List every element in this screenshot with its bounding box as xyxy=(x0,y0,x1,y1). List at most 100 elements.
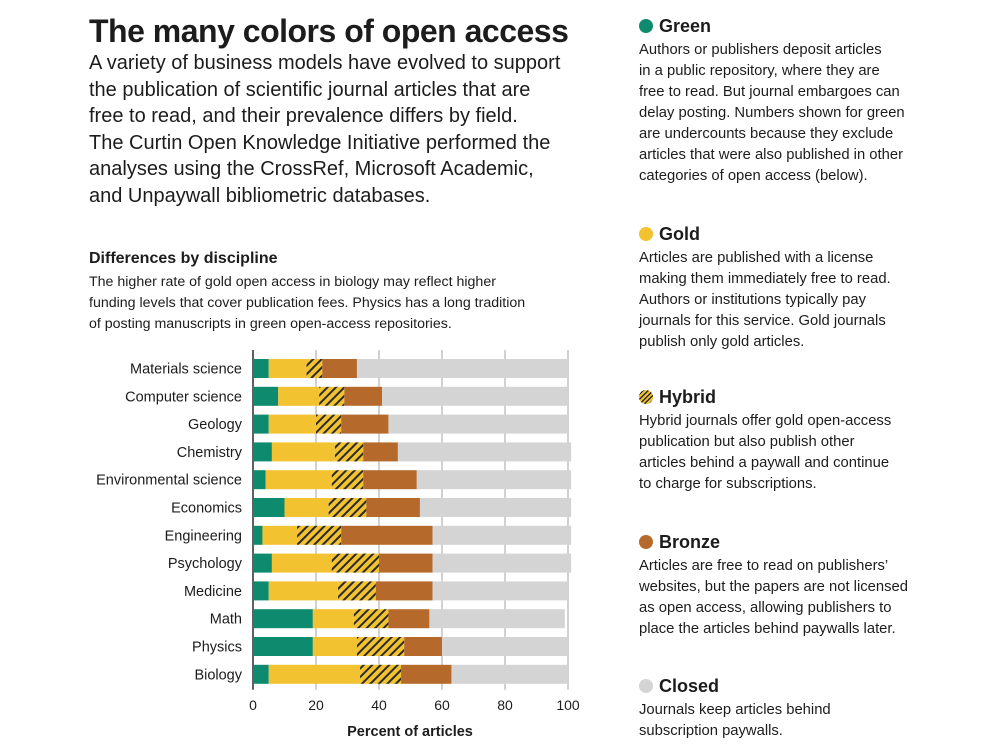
legend-line: websites, but the papers are not license… xyxy=(639,579,908,595)
gridlines xyxy=(252,350,569,690)
bar-bronze xyxy=(404,637,442,656)
legend-name: Green xyxy=(659,15,712,36)
bar-gold xyxy=(268,414,316,434)
x-tick-label: 80 xyxy=(497,697,513,713)
bar-bronze xyxy=(379,553,433,573)
bronze-swatch-icon xyxy=(639,535,653,549)
bar-closed xyxy=(356,359,568,378)
chart-description-line: of posting manuscripts in green open-acc… xyxy=(89,316,452,332)
intro-line: free to read, and their prevalence diffe… xyxy=(89,105,518,127)
bar-bronze xyxy=(363,442,398,462)
bar-green xyxy=(253,498,285,517)
legend-item-green: Green Authors or publishers deposit arti… xyxy=(639,14,939,187)
bar-closed xyxy=(442,637,568,656)
bar-closed xyxy=(388,414,568,434)
legend-description: Journals keep articles behind subscripti… xyxy=(639,700,939,742)
legend-name: Hybrid xyxy=(659,386,717,407)
legend-line: publication but also publish other xyxy=(639,434,855,450)
legend-line: place the articles behind paywalls later… xyxy=(639,621,896,637)
legend-line: in a public repository, where they are xyxy=(639,63,880,79)
bar-green xyxy=(253,637,313,656)
bar-green xyxy=(253,442,272,462)
category-label: Materials science xyxy=(130,362,242,378)
legend-line: Journals keep articles behind xyxy=(639,702,831,718)
legend-description: Authors or publishers deposit articles i… xyxy=(639,40,939,187)
legend-line: Articles are free to read on publishers’ xyxy=(639,558,889,574)
category-label: Math xyxy=(210,612,242,628)
legend-line: journals for this service. Gold journals xyxy=(639,313,886,329)
intro-line: analyses using the CrossRef, Microsoft A… xyxy=(89,158,534,180)
legend-item-hybrid: Hybrid Hybrid journals offer gold open-a… xyxy=(639,385,939,495)
x-tick-label: 0 xyxy=(249,697,257,713)
category-label: Medicine xyxy=(184,584,242,600)
intro-paragraph: A variety of business models have evolve… xyxy=(89,50,579,209)
bar-hybrid xyxy=(316,414,342,434)
bar-green xyxy=(253,470,266,490)
legend-line: Hybrid journals offer gold open-access xyxy=(639,413,892,429)
bar-bronze xyxy=(322,359,357,378)
chart-title: Differences by discipline xyxy=(89,250,278,267)
bar-closed xyxy=(432,553,572,573)
category-label: Engineering xyxy=(165,528,242,544)
legend-item-gold: Gold Articles are published with a licen… xyxy=(639,222,939,353)
intro-line: A variety of business models have evolve… xyxy=(89,52,561,74)
x-tick-label: 40 xyxy=(371,697,387,713)
legend-description: Articles are free to read on publishers’… xyxy=(639,556,939,640)
legend-item-bronze: Bronze Articles are free to read on publ… xyxy=(639,530,939,640)
bar-gold xyxy=(265,470,332,490)
bar-gold xyxy=(312,637,357,656)
bar-bronze xyxy=(363,470,417,490)
green-swatch-icon xyxy=(639,19,653,33)
bar-hybrid xyxy=(353,609,389,629)
legend-line: categories of open access (below). xyxy=(639,168,868,184)
legend-item-closed: Closed Journals keep articles behind sub… xyxy=(639,674,939,742)
legend-line: publish only gold articles. xyxy=(639,334,805,350)
bar-bronze xyxy=(344,386,383,406)
category-label: Computer science xyxy=(125,389,242,405)
bar-hybrid xyxy=(338,581,376,601)
category-label: Chemistry xyxy=(177,445,243,461)
page-title: The many colors of open access xyxy=(89,13,569,49)
legend-name: Bronze xyxy=(659,531,721,552)
bar-bronze xyxy=(388,609,430,629)
bar-green xyxy=(253,414,269,434)
bar-gold xyxy=(268,664,361,684)
legend-line: as open access, allowing publishers to xyxy=(639,600,892,616)
bar-closed xyxy=(451,664,568,684)
bar-hybrid xyxy=(306,359,323,378)
legend-line: Authors or institutions typically pay xyxy=(639,292,866,308)
bar-green xyxy=(253,581,269,601)
bar-closed xyxy=(382,386,568,406)
bar-green xyxy=(253,359,269,378)
x-tick-label: 100 xyxy=(556,697,580,713)
hybrid-swatch-icon xyxy=(639,390,653,404)
bar-hybrid xyxy=(319,386,345,406)
bar-bronze xyxy=(366,498,420,517)
category-label: Environmental science xyxy=(96,473,242,489)
bar-green xyxy=(253,609,313,629)
bar-closed xyxy=(397,442,572,462)
bar-gold xyxy=(268,359,307,378)
bar-gold xyxy=(312,609,354,629)
category-labels: Materials science Computer science Geology… xyxy=(96,362,243,684)
chart-description-line: The higher rate of gold open access in b… xyxy=(89,274,496,290)
bar-green xyxy=(253,525,263,545)
x-tick-label: 60 xyxy=(434,697,450,713)
legend-line: free to read. But journal embargoes can xyxy=(639,84,900,100)
bar-gold xyxy=(278,386,320,406)
legend-description: Articles are published with a license ma… xyxy=(639,248,939,353)
bar-closed xyxy=(432,581,568,601)
bar-closed xyxy=(416,470,572,490)
category-label: Economics xyxy=(171,501,242,517)
intro-line: The Curtin Open Knowledge Initiative per… xyxy=(89,131,551,154)
chart-description: The higher rate of gold open access in b… xyxy=(89,272,589,335)
category-label: Geology xyxy=(188,417,243,433)
bar-gold xyxy=(271,553,332,573)
legend-line: articles behind a paywall and continue xyxy=(639,455,890,471)
closed-swatch-icon xyxy=(639,679,653,693)
bar-hybrid xyxy=(334,442,364,462)
legend-description: Hybrid journals offer gold open-access p… xyxy=(639,411,939,495)
x-axis-ticks: 0 20 40 60 80 100 xyxy=(249,697,580,713)
bar-hybrid xyxy=(331,470,364,490)
bar-green xyxy=(253,664,269,684)
